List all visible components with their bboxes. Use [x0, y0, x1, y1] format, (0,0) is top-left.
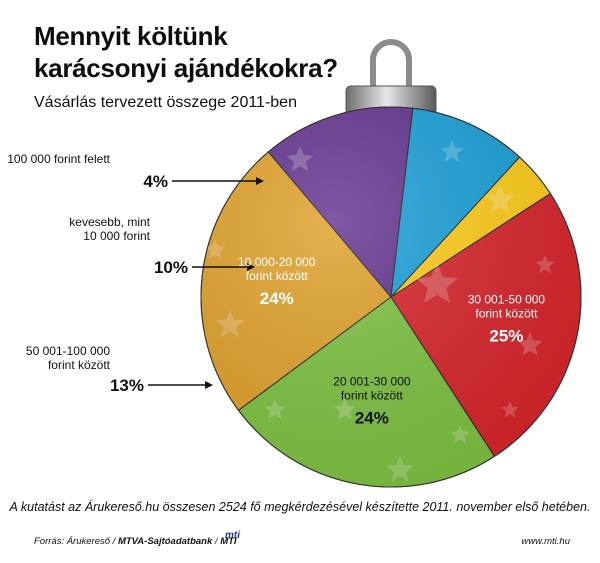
- slice-label-2: 10 000-20 000: [238, 255, 316, 269]
- slice-value-4: 10%: [154, 258, 188, 277]
- slice-value-5: 4%: [143, 172, 168, 191]
- callout-arrow-5: [256, 177, 264, 185]
- slice-label-3: forint között: [48, 358, 111, 372]
- slice-label-3: 50 001-100 000: [26, 344, 110, 358]
- footnote: A kutatást az Árukereső.hu összesen 2524…: [9, 500, 591, 514]
- website-link[interactable]: www.mti.hu: [521, 536, 570, 547]
- source-agency: MTVA-Sajtóadatbank: [117, 536, 213, 547]
- slice-label-1: 20 001-30 000: [333, 374, 411, 388]
- slice-label-0: forint között: [475, 307, 538, 321]
- slice-label-4: 10 000 forint: [83, 229, 150, 243]
- source-separator: /: [212, 536, 221, 547]
- slice-label-1: forint között: [341, 388, 404, 402]
- slice-value-1: 24%: [355, 408, 389, 427]
- slice-value-2: 24%: [260, 289, 294, 308]
- slice-label-2: forint között: [246, 269, 309, 283]
- slice-label-0: 30 001-50 000: [468, 293, 546, 307]
- source-credit: Forrás: Árukereső / MTVA-Sajtóadatbank /…: [34, 536, 237, 547]
- slice-label-5: 100 000 forint felett: [7, 152, 110, 166]
- slice-value-3: 13%: [110, 376, 144, 395]
- chart-subtitle: Vásárlás tervezett összege 2011-ben: [34, 94, 297, 111]
- callout-arrow-3: [205, 381, 213, 389]
- slice-label-4: kevesebb, mint: [69, 215, 150, 229]
- source-mti: MTI: [220, 536, 237, 547]
- slice-value-0: 25%: [489, 327, 523, 346]
- source-prefix: Forrás: Árukereső /: [34, 536, 118, 547]
- ornament-hook-icon: [370, 39, 412, 90]
- callout-arrow-4: [247, 263, 255, 271]
- mti-logo: mti: [225, 530, 240, 541]
- chart-title: Mennyit költünk karácsonyi ajándékokra?: [34, 21, 338, 83]
- ornament-shine: [200, 106, 582, 488]
